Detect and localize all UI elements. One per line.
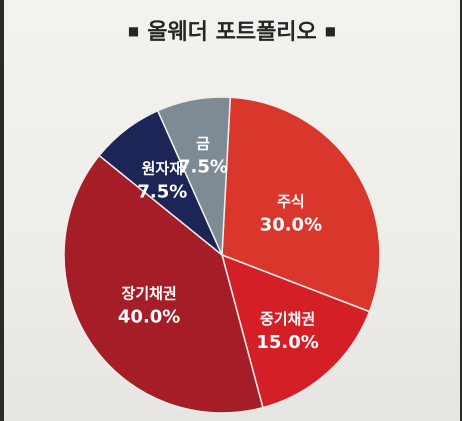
slice-label-1: 중기채권 — [260, 310, 315, 328]
slice-value-2: 40.0% — [118, 306, 180, 327]
title-marker-right: ■ — [324, 24, 337, 38]
slice-value-0: 30.0% — [260, 214, 322, 235]
slice-label-2: 장기채권 — [122, 284, 177, 302]
slice-value-3: 7.5% — [137, 181, 187, 202]
title-marker-left: ■ — [127, 24, 140, 38]
slice-value-1: 15.0% — [256, 332, 318, 353]
slice-label-3: 원자재 — [142, 159, 183, 177]
pie-slice-2 — [63, 154, 264, 414]
chart-title: ■ 올웨더 포트폴리오 ■ — [4, 14, 460, 46]
chart-title-text: 올웨더 포트폴리오 — [147, 20, 317, 45]
slice-label-0: 주식 — [277, 192, 305, 210]
pie-slice-4 — [156, 96, 232, 256]
pie-slice-1 — [220, 253, 371, 409]
slice-label-4: 금 — [196, 134, 210, 152]
pie-slices — [63, 96, 381, 414]
pie-slice-0 — [221, 96, 381, 313]
slice-value-4: 7.5% — [178, 156, 228, 177]
